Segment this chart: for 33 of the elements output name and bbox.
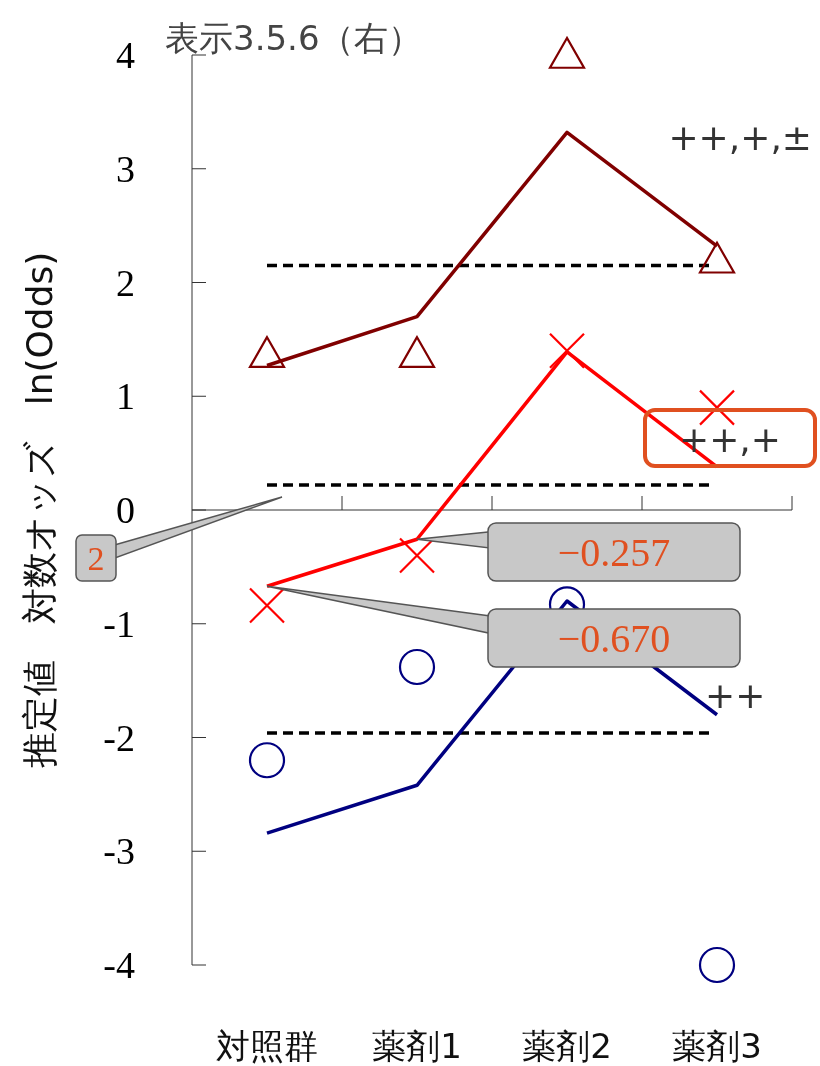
y-tick-label: -4 (103, 944, 135, 986)
annotation: −0.257 (416, 522, 741, 582)
annotation: ++,+,± (668, 117, 812, 158)
annotation: −0.257 (557, 530, 671, 575)
annotation: −0.670 (266, 585, 741, 668)
x-tick-label: 薬剤1 (372, 1026, 462, 1066)
point (398, 336, 436, 369)
x-tick-label: 薬剤3 (672, 1026, 762, 1066)
y-tick-label: 0 (116, 489, 135, 531)
x-tick-label: 対照群 (216, 1026, 318, 1066)
y-tick-label: 3 (116, 147, 135, 190)
annotation: ++,+ (643, 408, 817, 468)
annotation: ++ (705, 675, 766, 716)
point (548, 36, 586, 69)
point (398, 648, 436, 686)
y-axis-title: 推定値 対数オッズ ln(Odds) (19, 251, 60, 769)
y-tick-label: 2 (116, 261, 135, 304)
y-tick-label: 4 (116, 34, 135, 76)
annotation: ++,+ (679, 419, 781, 460)
point (698, 946, 736, 984)
y-tick-label: -2 (103, 716, 135, 759)
point (248, 587, 286, 624)
chart-title: 表示3.5.6（右） (165, 18, 422, 58)
point (248, 742, 286, 779)
y-tick-label: 1 (116, 375, 135, 418)
x-tick-label: 薬剤2 (522, 1026, 612, 1066)
annotation: −0.670 (557, 616, 671, 661)
point (398, 537, 436, 574)
point (698, 389, 736, 426)
y-tick-label: -3 (103, 830, 135, 873)
point (698, 241, 736, 274)
point (248, 336, 286, 369)
y-tick-label: -1 (103, 602, 135, 645)
